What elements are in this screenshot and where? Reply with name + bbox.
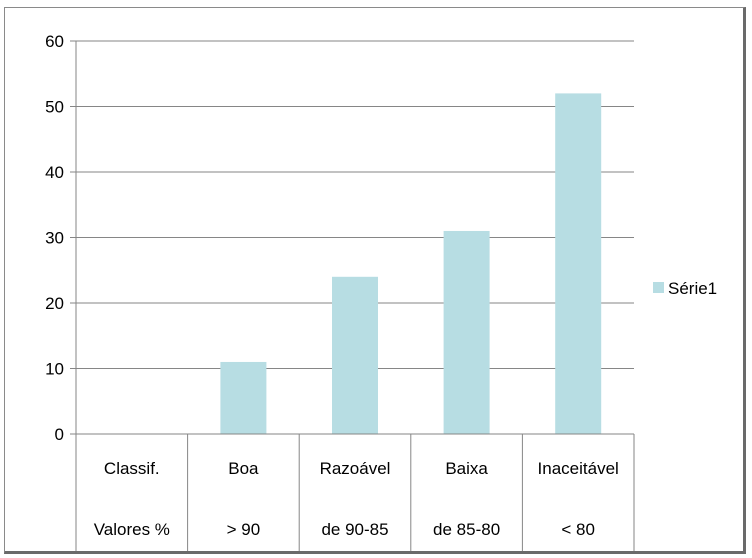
category-label: Classif. [104,459,160,478]
bar-inaceitvel [555,93,602,435]
y-tick-label: 0 [55,425,64,444]
legend: Série1 [653,279,717,298]
y-axis-ticks: 0 10 20 30 40 50 60 [45,32,64,444]
category-sublabel: Valores % [94,520,170,539]
y-tick-label: 40 [45,163,64,182]
category-label: Baixa [445,459,488,478]
bar-boa [220,361,267,434]
y-tick-label: 20 [45,294,64,313]
y-tick-label: 50 [45,98,64,117]
legend-label-serie1: Série1 [668,279,717,298]
category-sublabel: de 90-85 [321,520,388,539]
category-label: Inaceitável [538,459,619,478]
category-sublabel: > 90 [227,520,261,539]
y-tick-label: 30 [45,229,64,248]
category-sublabel: de 85-80 [433,520,500,539]
category-table: Classif. Valores % Boa > 90 Razoável de 90-85… [75,41,635,551]
y-tick-label: 60 [45,32,64,51]
category-label: Razoável [320,459,391,478]
bar-razovel [332,276,378,434]
y-tick-label: 10 [45,360,64,379]
category-sublabel: < 80 [561,520,595,539]
bar-baixa [443,230,490,434]
bars [220,93,602,435]
legend-swatch [653,282,664,293]
category-label: Boa [228,459,259,478]
